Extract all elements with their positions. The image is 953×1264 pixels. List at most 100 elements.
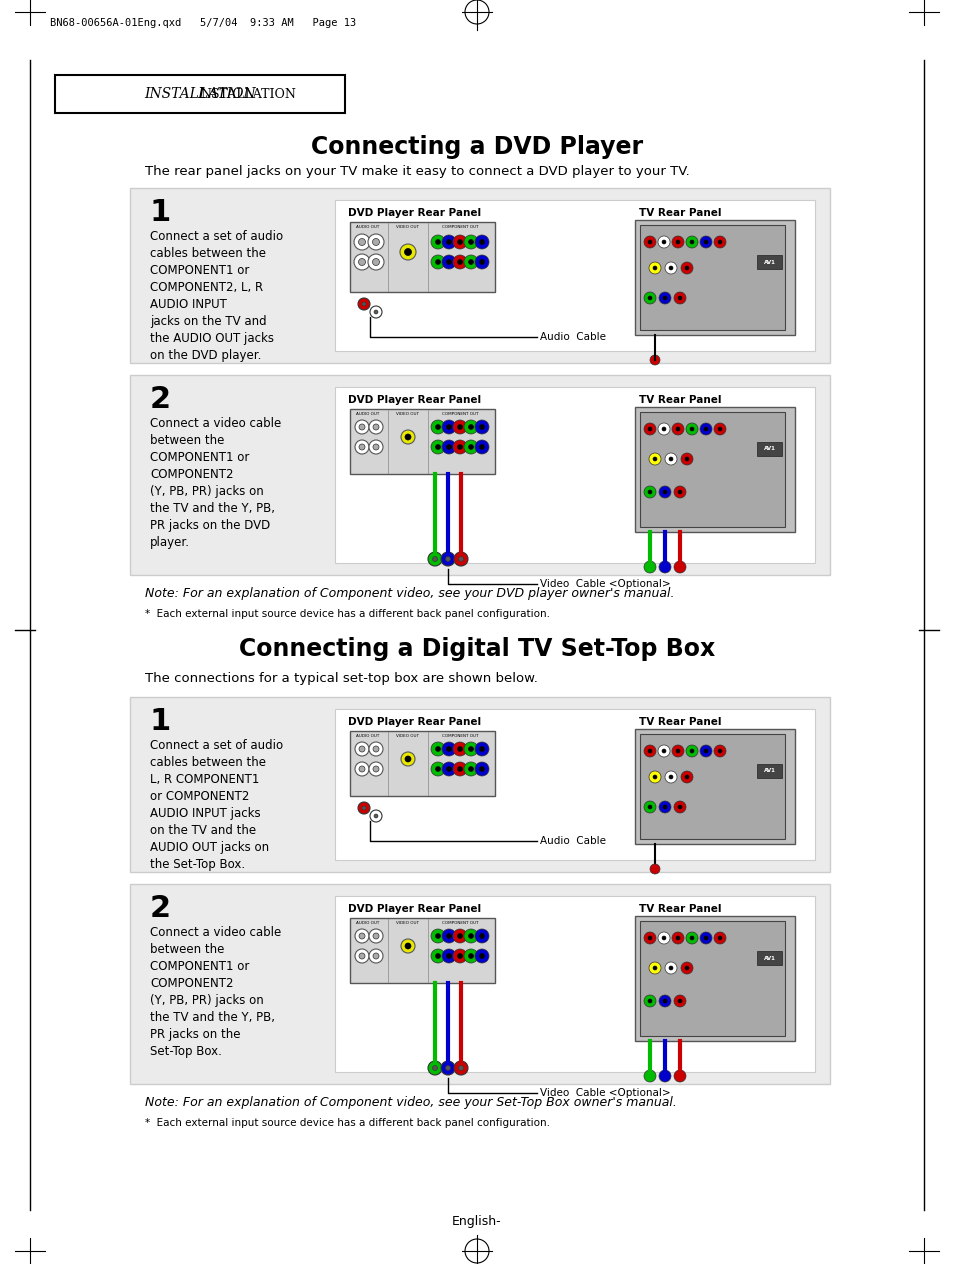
Bar — [635, 729, 794, 844]
Text: Note: For an explanation of Component video, see your DVD player owner's manual.: Note: For an explanation of Component vi… — [145, 586, 674, 600]
Circle shape — [453, 949, 467, 963]
Circle shape — [643, 236, 656, 248]
Circle shape — [441, 742, 456, 756]
Circle shape — [643, 561, 656, 573]
Circle shape — [662, 296, 666, 300]
Circle shape — [475, 762, 489, 776]
Circle shape — [435, 766, 440, 771]
Circle shape — [659, 292, 670, 305]
Circle shape — [354, 234, 370, 250]
Circle shape — [400, 430, 415, 444]
Circle shape — [661, 750, 665, 753]
Circle shape — [676, 427, 679, 431]
Circle shape — [446, 747, 451, 752]
Circle shape — [373, 444, 378, 450]
Text: NSTALLATION: NSTALLATION — [200, 87, 295, 101]
Circle shape — [647, 937, 651, 940]
Circle shape — [372, 259, 379, 265]
Circle shape — [661, 240, 665, 244]
Circle shape — [373, 423, 378, 430]
Text: VIDEO OUT: VIDEO OUT — [396, 921, 419, 925]
Circle shape — [659, 561, 670, 573]
Text: Connect a set of audio
cables between the
L, R COMPONENT1
or COMPONENT2
AUDIO IN: Connect a set of audio cables between th… — [150, 739, 283, 871]
Circle shape — [463, 440, 477, 454]
Circle shape — [671, 423, 683, 435]
Circle shape — [445, 1066, 450, 1071]
Circle shape — [685, 423, 698, 435]
Circle shape — [457, 766, 462, 771]
Circle shape — [441, 949, 456, 963]
Circle shape — [400, 752, 415, 766]
Text: Video  Cable <Optional>: Video Cable <Optional> — [539, 579, 670, 589]
Circle shape — [718, 937, 721, 940]
Circle shape — [647, 805, 651, 809]
Text: Video  Cable <Optional>: Video Cable <Optional> — [539, 1088, 670, 1098]
Bar — [130, 884, 829, 1085]
Bar — [350, 731, 495, 796]
Text: VIDEO OUT: VIDEO OUT — [396, 225, 419, 229]
Circle shape — [468, 425, 473, 430]
Circle shape — [475, 420, 489, 434]
Text: COMPONENT OUT: COMPONENT OUT — [441, 412, 477, 416]
Circle shape — [358, 423, 365, 430]
Circle shape — [468, 445, 473, 450]
Circle shape — [643, 292, 656, 305]
Circle shape — [647, 240, 651, 244]
Circle shape — [479, 259, 484, 264]
Circle shape — [374, 814, 377, 818]
Circle shape — [373, 953, 378, 959]
Circle shape — [368, 234, 384, 250]
Bar — [335, 896, 814, 1072]
Circle shape — [718, 750, 721, 753]
Text: INSTALLATION: INSTALLATION — [144, 87, 255, 101]
Circle shape — [718, 427, 721, 431]
Bar — [757, 951, 781, 964]
Circle shape — [453, 762, 467, 776]
Circle shape — [369, 929, 382, 943]
Circle shape — [355, 949, 369, 963]
Circle shape — [703, 937, 707, 940]
Circle shape — [463, 235, 477, 249]
Circle shape — [680, 771, 692, 782]
Circle shape — [475, 255, 489, 269]
Circle shape — [713, 932, 725, 944]
Circle shape — [441, 255, 456, 269]
Circle shape — [479, 953, 484, 958]
Circle shape — [369, 742, 382, 756]
Text: 1: 1 — [150, 198, 172, 228]
Circle shape — [454, 552, 468, 566]
Circle shape — [673, 292, 685, 305]
Text: AUDIO OUT: AUDIO OUT — [355, 921, 379, 925]
Bar — [639, 225, 784, 330]
Circle shape — [700, 423, 711, 435]
Bar — [639, 921, 784, 1036]
Circle shape — [428, 1060, 441, 1074]
Circle shape — [355, 742, 369, 756]
Text: TV Rear Panel: TV Rear Panel — [639, 904, 721, 914]
Circle shape — [673, 995, 685, 1007]
Circle shape — [673, 485, 685, 498]
Text: The connections for a typical set-top box are shown below.: The connections for a typical set-top bo… — [145, 672, 537, 685]
Circle shape — [678, 999, 681, 1004]
Circle shape — [659, 485, 670, 498]
Circle shape — [649, 865, 659, 873]
Circle shape — [652, 966, 657, 969]
Bar — [350, 222, 495, 292]
Text: DVD Player Rear Panel: DVD Player Rear Panel — [348, 904, 481, 914]
Text: TV Rear Panel: TV Rear Panel — [639, 209, 721, 217]
Circle shape — [673, 801, 685, 813]
Circle shape — [435, 239, 440, 244]
Circle shape — [441, 235, 456, 249]
Circle shape — [358, 953, 365, 959]
Text: BN68-00656A-01Eng.qxd   5/7/04  9:33 AM   Page 13: BN68-00656A-01Eng.qxd 5/7/04 9:33 AM Pag… — [50, 18, 355, 28]
Bar — [55, 75, 345, 112]
Text: *  Each external input source device has a different back panel configuration.: * Each external input source device has … — [145, 609, 550, 619]
Text: English-: English- — [452, 1215, 501, 1229]
Circle shape — [453, 742, 467, 756]
Circle shape — [668, 966, 672, 969]
Text: AV1: AV1 — [763, 956, 775, 961]
Circle shape — [662, 805, 666, 809]
Bar — [639, 734, 784, 839]
Circle shape — [664, 453, 677, 465]
Circle shape — [668, 458, 672, 461]
